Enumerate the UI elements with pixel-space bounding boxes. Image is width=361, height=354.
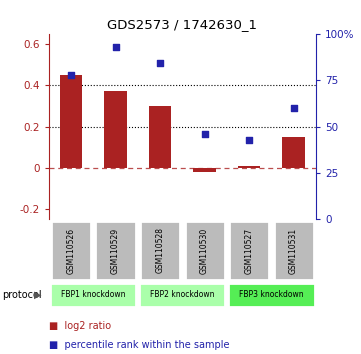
Text: GSM110527: GSM110527 (245, 227, 253, 274)
Bar (193, 168, 216, 172)
Bar (104, 91, 127, 168)
Point (113, 44, 118, 50)
Bar (149, 106, 171, 168)
Text: GSM110529: GSM110529 (111, 227, 120, 274)
Point (246, 137, 252, 142)
Bar (50, 283, 136, 307)
Text: GSM110528: GSM110528 (156, 228, 165, 273)
Text: FBP3 knockdown: FBP3 knockdown (239, 290, 304, 299)
Bar (274, 221, 314, 280)
Point (291, 105, 296, 111)
Bar (139, 283, 226, 307)
Bar (228, 283, 314, 307)
Text: FBP2 knockdown: FBP2 knockdown (150, 290, 214, 299)
Bar (184, 221, 225, 280)
Point (202, 131, 208, 137)
Text: GSM110526: GSM110526 (66, 227, 75, 274)
Point (68, 72, 74, 78)
Title: GDS2573 / 1742630_1: GDS2573 / 1742630_1 (107, 18, 257, 31)
Text: ■  percentile rank within the sample: ■ percentile rank within the sample (49, 340, 229, 350)
Bar (229, 221, 269, 280)
Text: protocol: protocol (2, 290, 42, 300)
Bar (51, 221, 91, 280)
Bar (95, 221, 136, 280)
Text: FBP1 knockdown: FBP1 knockdown (61, 290, 126, 299)
Bar (238, 166, 260, 168)
Bar (60, 75, 82, 168)
Bar (282, 137, 305, 168)
Text: ▶: ▶ (34, 290, 42, 300)
Text: GSM110530: GSM110530 (200, 227, 209, 274)
Text: GSM110531: GSM110531 (289, 227, 298, 274)
Text: ■  log2 ratio: ■ log2 ratio (49, 321, 111, 331)
Point (157, 61, 163, 66)
Bar (140, 221, 180, 280)
